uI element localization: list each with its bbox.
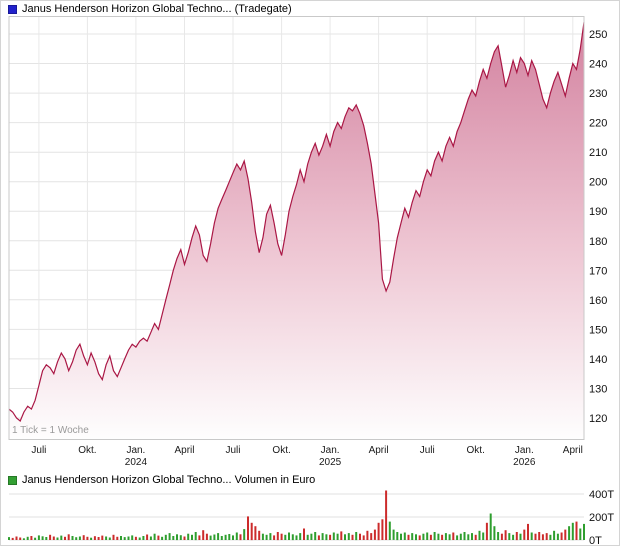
price-legend-marker	[8, 5, 17, 14]
svg-text:220: 220	[589, 118, 607, 130]
svg-text:Jan.: Jan.	[126, 445, 145, 456]
volume-chart-header: Janus Henderson Horizon Global Techno...…	[1, 472, 619, 487]
svg-text:Juli: Juli	[420, 445, 435, 456]
svg-text:230: 230	[589, 88, 607, 100]
svg-text:150: 150	[589, 324, 607, 336]
svg-text:210: 210	[589, 147, 607, 159]
svg-text:190: 190	[589, 206, 607, 218]
svg-text:200T: 200T	[589, 512, 614, 524]
svg-text:Jan.: Jan.	[515, 445, 534, 456]
svg-text:170: 170	[589, 265, 607, 277]
price-chart-header: Janus Henderson Horizon Global Techno...…	[1, 1, 619, 16]
svg-text:250: 250	[589, 29, 607, 41]
volume-chart-title: Janus Henderson Horizon Global Techno...…	[22, 474, 316, 486]
tick-interval-note: 1 Tick = 1 Woche	[12, 425, 89, 436]
svg-text:0T: 0T	[589, 535, 602, 546]
volume-chart: 0T 200T 400T	[1, 487, 619, 546]
svg-text:240: 240	[589, 59, 607, 71]
svg-text:Jan.: Jan.	[321, 445, 340, 456]
svg-text:2026: 2026	[513, 457, 536, 468]
svg-text:2024: 2024	[125, 457, 148, 468]
price-chart-canvas: 120 130 140 150 160 170 180 190 200 210 220 230 240 2…	[8, 16, 607, 468]
svg-text:Okt.: Okt.	[78, 445, 96, 456]
svg-text:April: April	[174, 445, 194, 456]
svg-text:180: 180	[589, 236, 607, 248]
svg-text:April: April	[563, 445, 583, 456]
svg-text:200: 200	[589, 177, 607, 189]
volume-chart-canvas: 0T 200T 400T	[8, 489, 614, 546]
svg-text:Okt.: Okt.	[272, 445, 290, 456]
svg-text:130: 130	[589, 384, 607, 396]
svg-text:Okt.: Okt.	[467, 445, 485, 456]
svg-text:160: 160	[589, 295, 607, 307]
svg-text:2025: 2025	[319, 457, 342, 468]
svg-text:April: April	[369, 445, 389, 456]
svg-text:Juli: Juli	[225, 445, 240, 456]
price-chart-title: Janus Henderson Horizon Global Techno...…	[22, 3, 292, 15]
svg-text:Juli: Juli	[31, 445, 46, 456]
svg-text:400T: 400T	[589, 489, 614, 501]
volume-legend-marker	[8, 476, 17, 485]
svg-text:120: 120	[589, 413, 607, 425]
price-chart: 120 130 140 150 160 170 180 190 200 210 220 230 240 2…	[1, 16, 619, 472]
svg-text:140: 140	[589, 354, 607, 366]
